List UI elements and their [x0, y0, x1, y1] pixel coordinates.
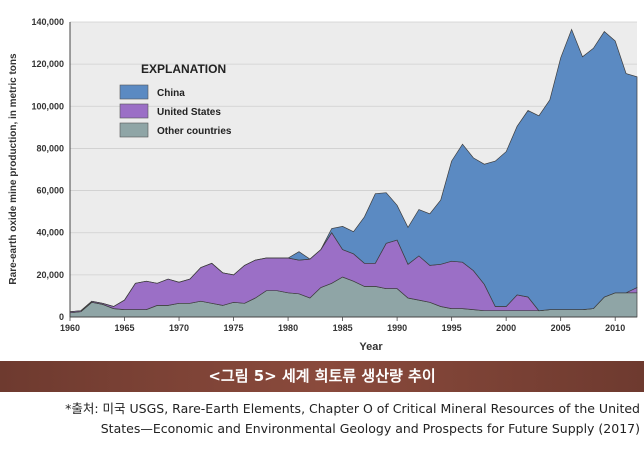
y-tick-label: 120,000 [31, 59, 64, 69]
legend-label-united-states: United States [157, 107, 221, 118]
y-tick-label: 40,000 [36, 228, 64, 238]
source-note: *출처: 미국 USGS, Rare-Earth Elements, Chapt… [0, 399, 640, 439]
y-tick-label: 20,000 [36, 270, 64, 280]
chart: 0 20,000 40,000 60,000 80,000 100,000 120,000 1… [8, 17, 638, 353]
y-tick-label: 0 [59, 312, 64, 322]
source-line-1: *출처: 미국 USGS, Rare-Earth Elements, Chapt… [65, 401, 640, 416]
x-tick-label: 2000 [496, 323, 516, 333]
y-tick-label: 140,000 [31, 17, 64, 27]
x-tick-label: 1975 [224, 323, 244, 333]
y-tick-labels: 0 20,000 40,000 60,000 80,000 100,000 120,000 1… [31, 17, 64, 322]
legend-label-other-countries: Other countries [157, 126, 232, 137]
area-china [69, 28, 638, 313]
source-line-2: States—Economic and Environmental Geolog… [100, 421, 640, 436]
legend: EXPLANATION China United States Other co… [119, 62, 232, 138]
y-tick-label: 100,000 [31, 101, 64, 111]
legend-swatch-other-countries [119, 122, 149, 138]
legend-label-china: China [157, 88, 185, 99]
figure-caption: <그림 5> 세계 희토류 생산량 추이 [0, 361, 644, 392]
legend-swatch-united-states [119, 103, 149, 119]
x-tick-label: 1995 [442, 323, 462, 333]
x-tick-label: 1965 [115, 323, 135, 333]
y-tick-label: 80,000 [36, 143, 64, 153]
legend-swatch-china [119, 84, 149, 100]
x-tick-label: 1985 [333, 323, 353, 333]
x-tick-label: 1990 [387, 323, 407, 333]
legend-title: EXPLANATION [141, 62, 226, 76]
y-tick-label: 60,000 [36, 186, 64, 196]
x-axis-label: Year [359, 341, 383, 353]
x-tick-label: 1960 [60, 323, 80, 333]
x-tick-label: 1970 [169, 323, 189, 333]
x-tick-labels: 1960 1965 1970 1975 1980 1985 1990 1995 2000 2005… [60, 323, 625, 333]
y-axis-label: Rare-earth oxide mine production, in met… [8, 53, 19, 285]
x-tick-label: 1980 [278, 323, 298, 333]
x-tick-label: 2005 [551, 323, 571, 333]
x-tick-label: 2010 [605, 323, 625, 333]
axes [69, 22, 637, 321]
